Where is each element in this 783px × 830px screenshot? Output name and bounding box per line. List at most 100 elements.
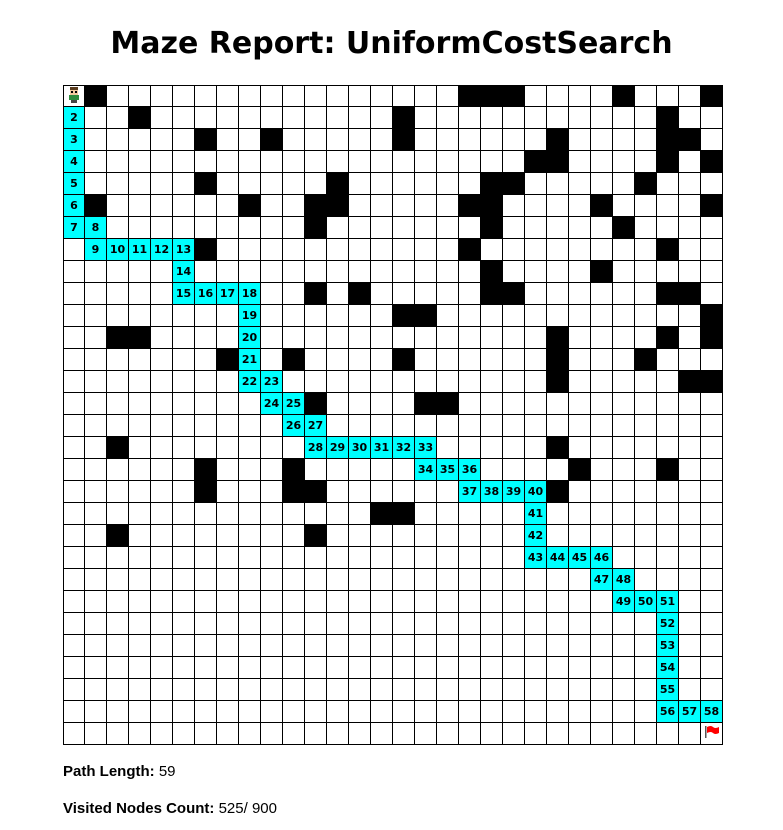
open-cell	[371, 305, 393, 327]
open-cell	[591, 525, 613, 547]
open-cell	[151, 217, 173, 239]
open-cell	[283, 657, 305, 679]
open-cell	[327, 613, 349, 635]
open-cell	[107, 217, 129, 239]
open-cell	[459, 503, 481, 525]
open-cell	[415, 503, 437, 525]
open-cell	[261, 261, 283, 283]
open-cell	[261, 305, 283, 327]
open-cell	[393, 371, 415, 393]
open-cell	[239, 525, 261, 547]
open-cell	[327, 679, 349, 701]
open-cell	[635, 679, 657, 701]
open-cell	[679, 393, 701, 415]
open-cell	[217, 481, 239, 503]
open-cell	[283, 151, 305, 173]
path-cell: 49	[613, 591, 635, 613]
open-cell	[129, 151, 151, 173]
open-cell	[261, 547, 283, 569]
open-cell	[85, 151, 107, 173]
open-cell	[239, 459, 261, 481]
open-cell	[371, 85, 393, 107]
wall-cell	[701, 327, 723, 349]
open-cell	[569, 349, 591, 371]
open-cell	[371, 459, 393, 481]
open-cell	[129, 261, 151, 283]
open-cell	[239, 107, 261, 129]
open-cell	[217, 85, 239, 107]
open-cell	[305, 547, 327, 569]
open-cell	[195, 151, 217, 173]
open-cell	[437, 107, 459, 129]
open-cell	[283, 547, 305, 569]
open-cell	[547, 503, 569, 525]
open-cell	[657, 85, 679, 107]
open-cell	[547, 107, 569, 129]
path-cell: 36	[459, 459, 481, 481]
open-cell	[327, 217, 349, 239]
open-cell	[63, 371, 85, 393]
open-cell	[261, 635, 283, 657]
open-cell	[327, 261, 349, 283]
open-cell	[547, 173, 569, 195]
open-cell	[459, 657, 481, 679]
open-cell	[569, 723, 591, 745]
open-cell	[85, 129, 107, 151]
open-cell	[239, 679, 261, 701]
open-cell	[525, 437, 547, 459]
path-cell: 15	[173, 283, 195, 305]
open-cell	[701, 569, 723, 591]
open-cell	[459, 393, 481, 415]
open-cell	[503, 415, 525, 437]
open-cell	[63, 613, 85, 635]
open-cell	[701, 591, 723, 613]
open-cell	[327, 239, 349, 261]
open-cell	[217, 679, 239, 701]
open-cell	[415, 481, 437, 503]
open-cell	[327, 591, 349, 613]
open-cell	[525, 613, 547, 635]
open-cell	[569, 239, 591, 261]
open-cell	[173, 525, 195, 547]
wall-cell	[261, 129, 283, 151]
open-cell	[283, 327, 305, 349]
open-cell	[569, 701, 591, 723]
open-cell	[525, 415, 547, 437]
open-cell	[85, 349, 107, 371]
open-cell	[217, 503, 239, 525]
open-cell	[173, 569, 195, 591]
path-cell: 3	[63, 129, 85, 151]
open-cell	[657, 305, 679, 327]
open-cell	[393, 239, 415, 261]
open-cell	[371, 195, 393, 217]
open-cell	[481, 569, 503, 591]
open-cell	[349, 107, 371, 129]
open-cell	[107, 723, 129, 745]
open-cell	[591, 415, 613, 437]
open-cell	[261, 657, 283, 679]
open-cell	[613, 283, 635, 305]
open-cell	[173, 305, 195, 327]
open-cell	[217, 569, 239, 591]
open-cell	[569, 591, 591, 613]
open-cell	[283, 283, 305, 305]
open-cell	[283, 503, 305, 525]
open-cell	[481, 437, 503, 459]
wall-cell	[327, 173, 349, 195]
open-cell	[701, 239, 723, 261]
open-cell	[151, 349, 173, 371]
open-cell	[217, 129, 239, 151]
open-cell	[327, 151, 349, 173]
open-cell	[63, 261, 85, 283]
path-cell: 27	[305, 415, 327, 437]
open-cell	[635, 481, 657, 503]
open-cell	[107, 415, 129, 437]
open-cell	[569, 415, 591, 437]
open-cell	[129, 217, 151, 239]
open-cell	[635, 459, 657, 481]
maze-grid: 2 3 4 5 6 7 8 9 10 11 12 13 14 15 16 17 18 19 20 21 22 23 24 25…	[63, 85, 723, 745]
open-cell	[173, 657, 195, 679]
open-cell	[261, 415, 283, 437]
goal-cell	[701, 723, 723, 745]
wall-cell	[459, 85, 481, 107]
